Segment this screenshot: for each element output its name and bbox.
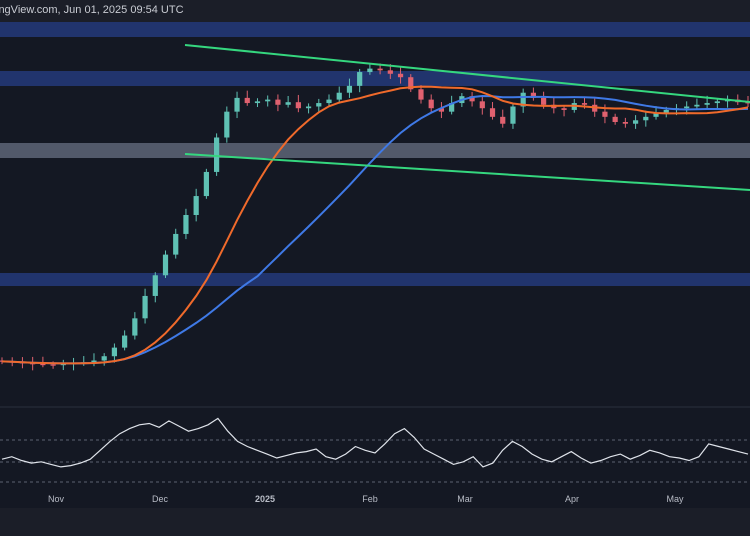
candle-body <box>704 103 710 105</box>
candle-body <box>418 89 424 100</box>
candle-body <box>602 111 608 117</box>
resistance-zone-top <box>0 22 750 37</box>
candle-body <box>520 92 526 107</box>
candle-body <box>101 356 107 361</box>
candle-body <box>173 233 179 255</box>
candle-body <box>428 99 434 109</box>
candle-body <box>40 363 46 366</box>
candle-body <box>60 363 66 366</box>
x-tick-label: May <box>666 494 684 504</box>
candle-body <box>183 215 189 234</box>
time-axis-bar <box>0 508 750 536</box>
candle-body <box>326 99 332 104</box>
candle-body <box>377 68 383 71</box>
support-zone-lower <box>0 273 750 286</box>
candle-body <box>397 73 404 78</box>
candle-body <box>489 108 496 117</box>
candle-body <box>387 70 393 74</box>
x-tick-label: Nov <box>48 494 65 504</box>
x-tick-label: Feb <box>362 494 378 504</box>
candle-body <box>152 275 158 296</box>
candle-body <box>561 108 567 110</box>
x-tick-label: Dec <box>152 494 169 504</box>
candle-body <box>714 101 720 104</box>
candle-body <box>162 254 169 276</box>
candle-body <box>142 295 148 319</box>
candle-body <box>684 106 690 109</box>
moving-average-slow <box>1 94 749 365</box>
candle-body <box>234 97 240 112</box>
x-tick-label: 2025 <box>255 494 275 504</box>
candle-body <box>346 85 353 93</box>
candle-body <box>449 103 455 112</box>
candle-body <box>367 68 373 73</box>
header-source-text: ingView.com, Jun 01, 2025 09:54 UTC <box>0 4 184 16</box>
candle-body <box>479 101 485 109</box>
candle-body <box>295 102 301 109</box>
candle-body <box>193 196 199 215</box>
channel-upper-line <box>184 44 750 103</box>
resistance-zone-upper <box>0 71 750 86</box>
channel-lower-line <box>184 153 750 191</box>
candle-body <box>643 116 649 121</box>
candle-body <box>510 106 516 124</box>
candle-body <box>581 103 588 105</box>
chart-header: ingView.com, Jun 01, 2025 09:54 UTC <box>0 0 750 22</box>
candle-body <box>469 96 475 102</box>
candle-body <box>500 116 506 124</box>
x-tick-label: Apr <box>565 494 579 504</box>
candle-body <box>111 347 118 357</box>
candle-body <box>132 318 138 336</box>
candle-body <box>224 111 230 138</box>
candle-body <box>653 113 659 117</box>
candle-body <box>254 101 261 104</box>
candle-body <box>438 108 445 112</box>
support-zone-grey <box>0 143 750 158</box>
candle-body <box>30 363 36 365</box>
candle-body <box>632 120 639 124</box>
candle-body <box>530 92 536 98</box>
candle-body <box>745 102 750 104</box>
candle-body <box>316 103 322 107</box>
moving-average-fast <box>1 85 749 365</box>
candle-body <box>663 109 669 114</box>
candle-body <box>285 102 291 105</box>
candle-body <box>275 99 281 105</box>
candle-body <box>50 364 56 366</box>
rsi-line <box>1 417 749 468</box>
candle-body <box>357 72 363 86</box>
x-tick-label: Mar <box>457 494 473 504</box>
candle-body <box>203 171 209 197</box>
candle-body <box>305 106 312 109</box>
candle-body <box>612 116 618 122</box>
candle-body <box>408 77 414 90</box>
candle-body <box>622 122 628 124</box>
candle-body <box>122 335 128 348</box>
candle-body <box>265 99 271 102</box>
candle-body <box>91 360 97 363</box>
candle-body <box>694 104 700 107</box>
candle-body <box>214 137 220 172</box>
candle-body <box>336 92 342 100</box>
candle-body <box>244 97 250 104</box>
candle-body <box>541 97 547 105</box>
